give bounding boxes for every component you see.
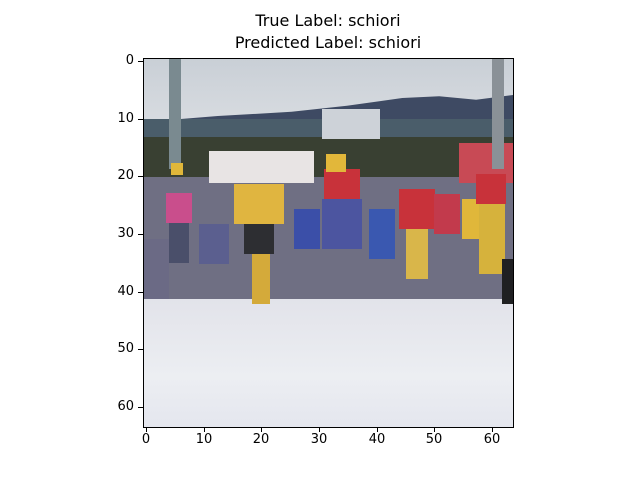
skier-block (171, 163, 183, 175)
y-tick-mark (138, 349, 143, 350)
y-tick-mark (138, 119, 143, 120)
y-tick-label: 60 (117, 399, 134, 414)
y-tick-mark (138, 292, 143, 293)
skier-block (326, 154, 346, 172)
skier-block (476, 174, 506, 204)
skier-block (399, 189, 435, 229)
skier-block (434, 194, 460, 234)
skier-block (324, 169, 360, 199)
sign-top (322, 109, 380, 139)
skier-block (502, 259, 513, 304)
x-tick-mark (492, 427, 493, 432)
x-tick-label: 40 (368, 432, 386, 447)
x-tick-mark (377, 427, 378, 432)
pole-right (492, 59, 504, 169)
skier-block (144, 239, 169, 299)
banner-left (209, 151, 314, 183)
skier-block (199, 224, 229, 264)
skier-block (322, 199, 362, 249)
skier-block (252, 254, 270, 304)
image-axes (143, 58, 514, 428)
pole-left (169, 59, 181, 169)
skier-block (294, 209, 320, 249)
x-tick-label: 60 (483, 432, 501, 447)
x-tick-mark (261, 427, 262, 432)
x-tick-label: 20 (252, 432, 270, 447)
y-tick-label: 30 (117, 226, 134, 241)
y-tick-label: 20 (117, 168, 134, 183)
x-tick-label: 30 (310, 432, 328, 447)
skier-block (166, 193, 192, 223)
y-tick-label: 50 (117, 341, 134, 356)
title-predicted-label: Predicted Label: schiori (234, 33, 422, 52)
skier-block (406, 229, 428, 279)
skier-block (244, 224, 274, 254)
snow-ground (144, 299, 513, 427)
y-tick-mark (138, 407, 143, 408)
y-tick-label: 0 (125, 53, 134, 68)
x-tick-label: 10 (195, 432, 213, 447)
skier-block (169, 223, 189, 263)
x-tick-label: 0 (141, 432, 151, 447)
y-tick-mark (138, 234, 143, 235)
skier-block (369, 209, 395, 259)
y-tick-mark (138, 176, 143, 177)
x-tick-mark (146, 427, 147, 432)
x-tick-mark (434, 427, 435, 432)
title-true-label: True Label: schiori (255, 11, 401, 30)
skier-block (234, 184, 284, 224)
x-tick-label: 50 (425, 432, 443, 447)
x-tick-mark (204, 427, 205, 432)
x-tick-mark (319, 427, 320, 432)
y-tick-label: 40 (117, 284, 134, 299)
y-tick-label: 10 (117, 111, 134, 126)
skier-block (479, 204, 505, 274)
y-tick-mark (138, 61, 143, 62)
